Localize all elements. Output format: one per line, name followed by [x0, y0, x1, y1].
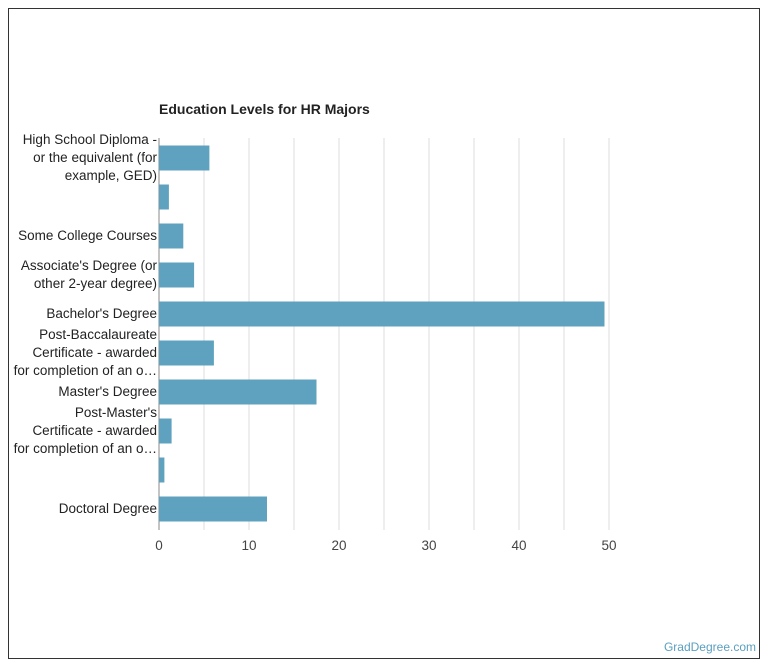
watermark: GradDegree.com [663, 640, 756, 654]
x-tick-label: 30 [421, 538, 436, 553]
bar [159, 223, 184, 249]
x-tick-label: 40 [511, 538, 526, 553]
category-label-line: Doctoral Degree [58, 500, 157, 516]
bar [159, 418, 172, 444]
category-label: Bachelor's Degree [0, 305, 157, 323]
category-label: Associate's Degree (or other 2-year degre… [0, 257, 157, 293]
category-label: Doctoral Degree [0, 500, 157, 518]
category-label: High School Diploma - or the equivalent (… [0, 131, 157, 185]
x-tick-label: 10 [241, 538, 256, 553]
category-label-line: Post-Master's [74, 404, 157, 420]
bar [159, 301, 605, 327]
category-label: Master's Degree [0, 383, 157, 401]
category-label-line: Master's Degree [58, 383, 157, 399]
category-label-line: Some College Courses [18, 227, 157, 243]
bar [159, 379, 317, 405]
x-tick-label: 50 [601, 538, 616, 553]
category-label-line: other 2-year degree) [33, 275, 157, 291]
bar [159, 457, 165, 483]
category-label: Some College Courses [0, 227, 157, 245]
x-tick-label: 0 [155, 538, 163, 553]
bars [159, 145, 605, 522]
category-label-line: Bachelor's Degree [46, 305, 157, 321]
bar [159, 262, 195, 288]
chart-title: Education Levels for HR Majors [159, 101, 370, 117]
gridlines [158, 138, 610, 530]
category-label-line: Certificate - awarded [32, 422, 157, 438]
category-label-line: or the equivalent (for [33, 149, 157, 165]
x-tick-label: 20 [331, 538, 346, 553]
category-label-line: for completion of an o… [13, 440, 157, 456]
bar [159, 145, 210, 171]
category-label: Post-Baccalaureate Certificate - awarded f… [0, 326, 157, 380]
category-label-line: Certificate - awarded [32, 344, 157, 360]
category-label-line: Associate's Degree (or [20, 257, 157, 273]
bar [159, 340, 214, 366]
category-label: Post-Master's Certificate - awarded for co… [0, 404, 157, 458]
category-label-line: High School Diploma - [22, 131, 157, 147]
bar [159, 496, 267, 522]
bar [159, 184, 169, 210]
category-label-line: example, GED) [64, 167, 157, 183]
x-tick-labels: 0 10 20 30 40 50 [155, 538, 616, 553]
category-label-line: Post-Baccalaureate [39, 326, 157, 342]
category-label-line: for completion of an o… [13, 362, 157, 378]
